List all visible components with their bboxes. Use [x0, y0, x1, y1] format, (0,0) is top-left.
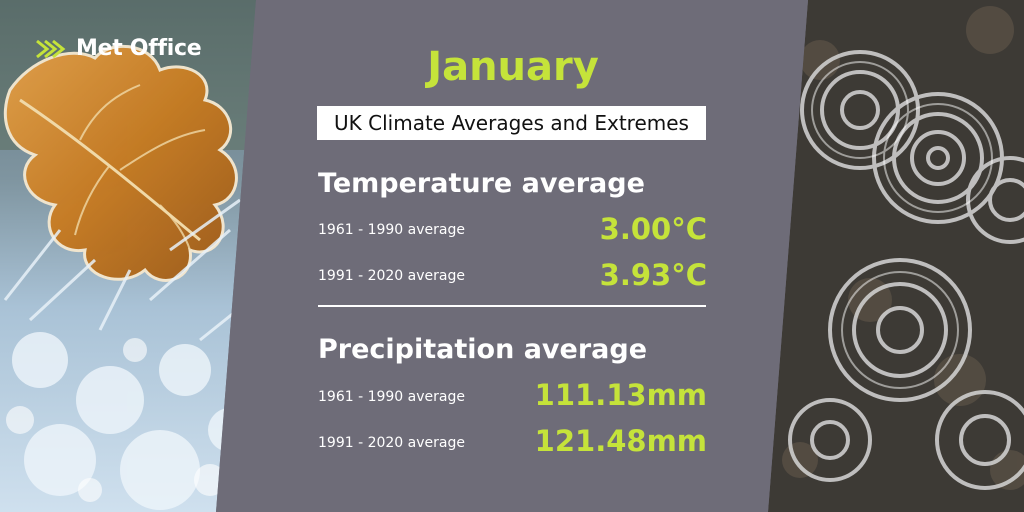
temperature-row-1-value: 3.00°C [599, 212, 707, 246]
precipitation-row-1-value: 111.13mm [534, 378, 707, 412]
subtitle-banner: UK Climate Averages and Extremes [317, 106, 706, 140]
met-office-logo: Met Office [36, 36, 202, 61]
temperature-heading: Temperature average [318, 168, 645, 199]
precipitation-row-2-value: 121.48mm [534, 424, 707, 458]
met-office-chevrons-icon [36, 39, 66, 58]
precipitation-row-1-label: 1961 - 1990 average [318, 389, 465, 405]
logo-text: Met Office [76, 36, 202, 61]
subtitle: UK Climate Averages and Extremes [334, 111, 689, 135]
temperature-row-2-label: 1991 - 2020 average [318, 268, 465, 284]
precipitation-row-2-label: 1991 - 2020 average [318, 435, 465, 451]
month-title: January [427, 44, 599, 90]
section-divider [318, 305, 706, 307]
precipitation-heading: Precipitation average [318, 334, 648, 365]
temperature-row-1-label: 1961 - 1990 average [318, 222, 465, 238]
temperature-row-2-value: 3.93°C [599, 258, 707, 292]
